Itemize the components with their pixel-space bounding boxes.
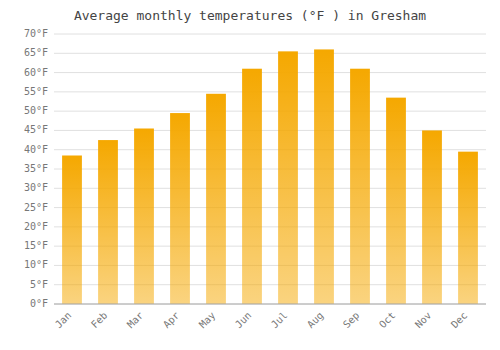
grid-line [54,226,486,227]
bar [206,94,226,304]
x-tick-label: Feb [89,310,110,331]
chart: Average monthly temperatures (°F ) in Gr… [0,0,500,350]
grid-line [54,304,486,305]
bar [98,140,118,304]
bar [278,51,298,304]
y-tick-labels: 0°F 5°F 10°F 15°F 20°F 25°F 30°F 35°F 40°F 45°F 50… [24,28,48,309]
x-tick-label: Mar [125,310,146,331]
grid-line [54,53,486,54]
y-tick-label: 60°F [24,67,48,78]
y-tick-label: 45°F [24,124,48,135]
y-tick-label: 5°F [30,279,48,290]
x-tick-label: Dec [449,310,470,331]
bar [170,113,190,304]
bar [134,129,154,305]
grid-line [54,188,486,189]
y-tick-label: 35°F [24,163,48,174]
grid-line [54,91,486,92]
grid-line [54,130,486,131]
x-axis-line [54,304,486,305]
x-tick-label: Jan [53,310,74,331]
grid-line [54,265,486,266]
bar [350,69,370,304]
bars [62,49,478,304]
y-tick-label: 50°F [24,105,48,116]
x-tick-label: Aug [305,310,326,331]
bar [458,152,478,304]
y-tick-label: 65°F [24,47,48,58]
y-tick-label: 10°F [24,259,48,270]
grid-line [54,207,486,208]
x-tick-label: Jun [233,310,254,331]
x-tick-label: Sep [341,310,362,331]
y-tick-label: 0°F [30,298,48,309]
x-tick-labels: Jan Feb Mar Apr May Jun Jul Aug Sep Oct Nov Dec [53,310,470,331]
title: Average monthly temperatures (°F ) in Gr… [74,8,426,23]
y-tick-label: 25°F [24,202,48,213]
x-tick-label: Nov [413,310,434,331]
x-tick-label: Jul [269,310,290,331]
y-tick-label: 70°F [24,28,48,39]
bar [62,156,82,305]
y-tick-label: 55°F [24,86,48,97]
y-tick-label: 15°F [24,240,48,251]
x-tick-label: Oct [377,310,398,331]
y-grid [54,34,486,304]
bar [386,98,406,304]
bar [422,130,442,304]
grid-line [54,72,486,73]
page: {"chart_data": {"type": "bar", "title": … [0,0,500,350]
y-tick-label: 40°F [24,144,48,155]
grid-line [54,284,486,285]
y-tick-label: 20°F [24,221,48,232]
grid-line [54,111,486,112]
x-tick-label: May [197,310,218,331]
grid-line [54,169,486,170]
grid-line [54,246,486,247]
y-tick-label: 30°F [24,182,48,193]
bar [314,49,334,304]
bar [242,69,262,304]
grid-line [54,149,486,150]
grid-line [54,34,486,35]
x-tick-label: Apr [161,310,182,331]
